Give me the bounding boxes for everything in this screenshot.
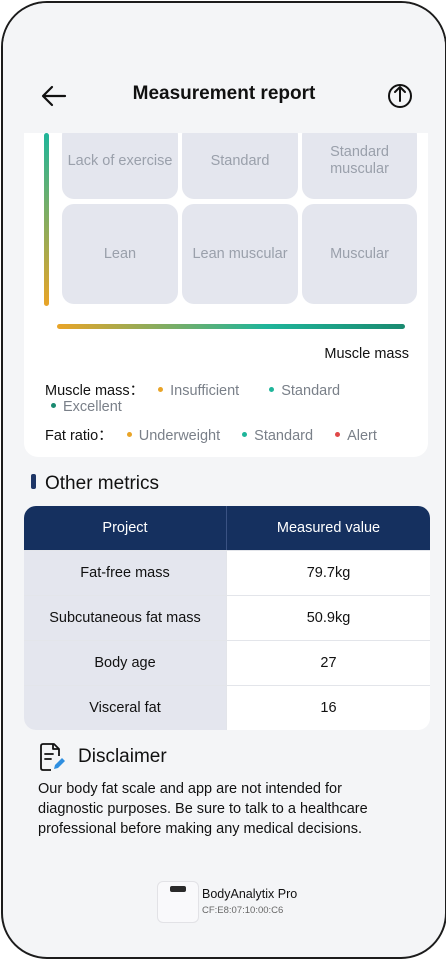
dot-icon xyxy=(242,431,248,437)
dot-icon xyxy=(335,431,341,437)
grid-cell-standard-muscular: Standard muscular xyxy=(302,123,417,199)
row-value: 16 xyxy=(320,700,337,716)
table-header: Project Measured value xyxy=(24,506,430,551)
scale-display-icon xyxy=(170,886,186,892)
grid-cell-lean-muscular: Lean muscular xyxy=(182,204,298,304)
dot-icon xyxy=(158,386,164,392)
table-row: Visceral fat 16 xyxy=(24,686,430,730)
device-mac: CF:E8:07:10:00:C6 xyxy=(202,905,284,916)
metrics-table: Project Measured value Fat-free mass 79.… xyxy=(24,506,430,730)
row-project: Body age xyxy=(24,641,227,685)
column-header-project: Project xyxy=(24,506,227,550)
other-metrics-title: Other metrics xyxy=(31,473,159,495)
share-icon[interactable] xyxy=(385,79,415,111)
dot-icon xyxy=(126,431,132,437)
grid-cell-lack-of-exercise: Lack of exercise xyxy=(62,123,178,199)
grid-cell-standard: Standard xyxy=(182,123,298,199)
legend-insufficient: Insufficient xyxy=(158,383,239,399)
legend-alert: Alert xyxy=(335,428,377,444)
device-name: BodyAnalytix Pro xyxy=(202,887,298,901)
fat-ratio-gradient-axis xyxy=(44,133,49,306)
fat-ratio-legend: Fat ratio： Underweight Standard Alert xyxy=(45,424,377,445)
legend-fat-standard: Standard xyxy=(242,428,313,444)
fat-legend-label: Fat ratio： xyxy=(45,428,113,444)
dot-icon xyxy=(51,402,56,408)
page-title: Measurement report xyxy=(132,83,316,104)
row-project: Fat-free mass xyxy=(24,551,227,595)
legend-standard: Standard xyxy=(269,383,340,399)
table-row: Subcutaneous fat mass 50.9kg xyxy=(24,596,430,641)
legend-excellent: Excellent xyxy=(51,399,122,415)
muscle-mass-legend: Muscle mass： Insufficient Standard xyxy=(45,379,340,400)
x-axis-label: Muscle mass xyxy=(324,346,409,362)
row-value: 27 xyxy=(320,655,337,671)
top-bar: Measurement report xyxy=(3,3,445,133)
muscle-mass-legend-line2: Excellent xyxy=(51,399,122,415)
device-image xyxy=(157,881,199,923)
arrow-left-icon[interactable] xyxy=(39,81,69,111)
section-marker xyxy=(31,474,36,490)
grid-cell-muscular: Muscular xyxy=(302,204,417,304)
disclaimer-text: Our body fat scale and app are not inten… xyxy=(38,781,368,837)
muscle-legend-label: Muscle mass： xyxy=(45,383,145,399)
row-project: Subcutaneous fat mass xyxy=(24,596,227,640)
muscle-mass-gradient-axis xyxy=(57,324,405,329)
document-edit-icon xyxy=(40,743,65,771)
body-type-card: Lack of exercise Standard Standard muscu… xyxy=(24,123,428,457)
column-header-value: Measured value xyxy=(276,520,381,536)
table-row: Fat-free mass 79.7kg xyxy=(24,551,430,596)
table-row: Body age 27 xyxy=(24,641,430,686)
row-value: 79.7kg xyxy=(306,565,351,581)
dot-icon xyxy=(269,386,275,392)
row-value: 50.9kg xyxy=(306,610,351,626)
legend-underweight: Underweight xyxy=(126,428,220,444)
row-project: Visceral fat xyxy=(24,686,227,730)
disclaimer-title: Disclaimer xyxy=(78,746,167,767)
grid-cell-lean: Lean xyxy=(62,204,178,304)
